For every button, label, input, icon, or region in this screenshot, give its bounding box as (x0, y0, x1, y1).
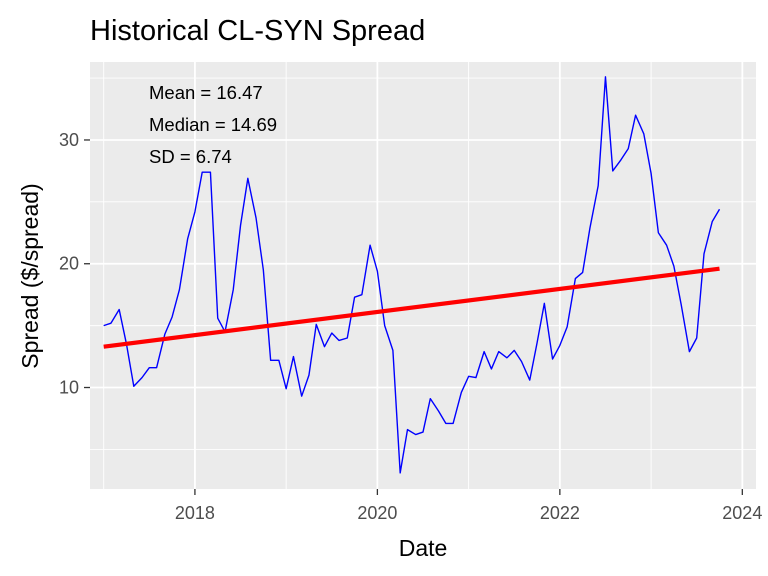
x-tick-label: 2024 (722, 503, 762, 523)
y-tick-label: 20 (59, 254, 79, 274)
trend-line (103, 266, 720, 349)
y-tick-label: 30 (59, 130, 79, 150)
x-axis: 2018 2020 2022 2024 (175, 489, 762, 523)
stat-annotation: Mean = 16.47 (149, 82, 263, 103)
y-axis-title: Spread ($/spread) (17, 183, 43, 368)
series-layer (103, 76, 721, 474)
minor-grid (90, 62, 756, 489)
chart-title: Historical CL-SYN Spread (90, 15, 425, 47)
y-tick-label: 10 (59, 378, 79, 398)
stat-annotation: Median = 14.69 (149, 114, 277, 135)
plot-panel (90, 62, 756, 489)
spread-line (103, 76, 721, 474)
x-tick-label: 2020 (357, 503, 397, 523)
x-axis-title: Date (399, 535, 448, 561)
x-tick-label: 2018 (175, 503, 215, 523)
x-tick-label: 2022 (540, 503, 580, 523)
stat-annotation: SD = 6.74 (149, 146, 232, 167)
y-axis: 10 20 30 (59, 130, 90, 398)
annotations: Mean = 16.47 Median = 14.69 SD = 6.74 (149, 82, 277, 167)
